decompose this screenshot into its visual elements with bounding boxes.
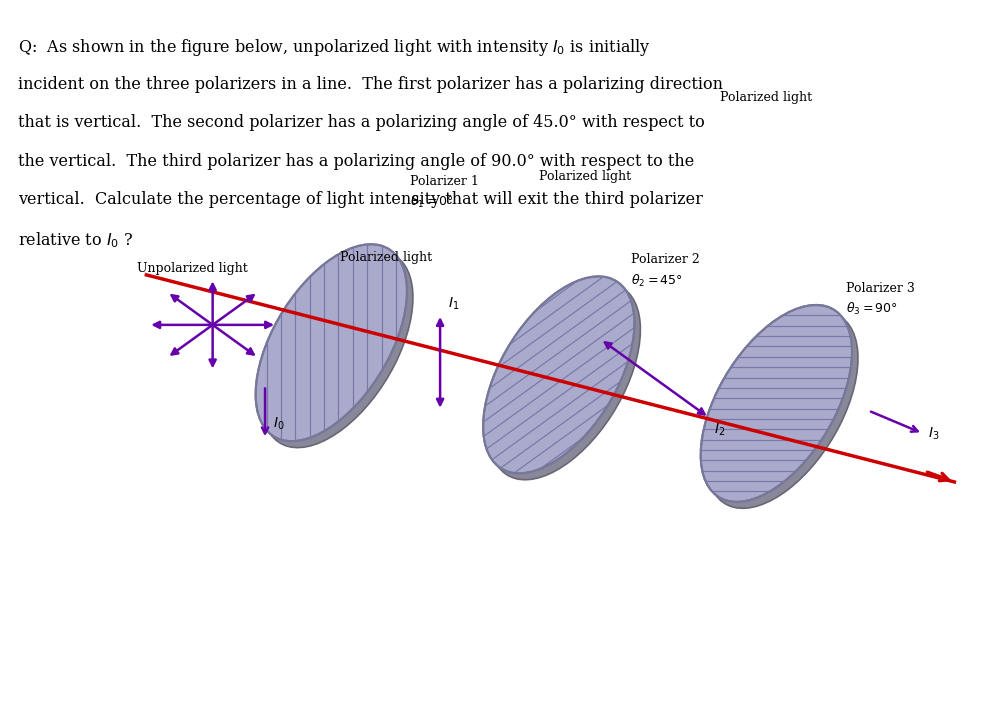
Ellipse shape: [261, 251, 413, 448]
Text: $I_0$: $I_0$: [273, 416, 285, 432]
Text: Polarized light: Polarized light: [339, 251, 432, 264]
Ellipse shape: [255, 244, 407, 441]
Text: Q:  As shown in the figure below, unpolarized light with intensity $I_0$ is init: Q: As shown in the figure below, unpolar…: [18, 37, 651, 58]
Ellipse shape: [255, 244, 407, 441]
Text: Polarized light: Polarized light: [539, 170, 632, 183]
Text: incident on the three polarizers in a line.  The first polarizer has a polarizin: incident on the three polarizers in a li…: [18, 76, 723, 93]
Ellipse shape: [706, 311, 858, 508]
Ellipse shape: [483, 276, 635, 473]
Ellipse shape: [700, 305, 853, 502]
Text: $I_3$: $I_3$: [928, 426, 940, 441]
Ellipse shape: [489, 283, 641, 480]
Text: Polarizer 2
$\theta_2 = 45°$: Polarizer 2 $\theta_2 = 45°$: [631, 253, 700, 288]
Text: the vertical.  The third polarizer has a polarizing angle of 90.0° with respect : the vertical. The third polarizer has a …: [18, 153, 694, 170]
Ellipse shape: [483, 276, 635, 473]
Text: relative to $I_0$ ?: relative to $I_0$ ?: [18, 230, 134, 250]
Text: vertical.  Calculate the percentage of light intensity that will exit the third : vertical. Calculate the percentage of li…: [18, 191, 702, 208]
Ellipse shape: [700, 305, 853, 502]
Text: that is vertical.  The second polarizer has a polarizing angle of 45.0° with res: that is vertical. The second polarizer h…: [18, 114, 704, 131]
Text: $I_2$: $I_2$: [714, 421, 725, 438]
Text: $I_1$: $I_1$: [448, 296, 459, 312]
Text: Polarizer 3
$\theta_3 = 90°$: Polarizer 3 $\theta_3 = 90°$: [846, 282, 915, 317]
Text: Polarized light: Polarized light: [720, 91, 813, 104]
Text: Polarizer 1
$\theta_1 = 0°$: Polarizer 1 $\theta_1 = 0°$: [410, 175, 480, 210]
Text: Unpolarized light: Unpolarized light: [137, 262, 248, 275]
